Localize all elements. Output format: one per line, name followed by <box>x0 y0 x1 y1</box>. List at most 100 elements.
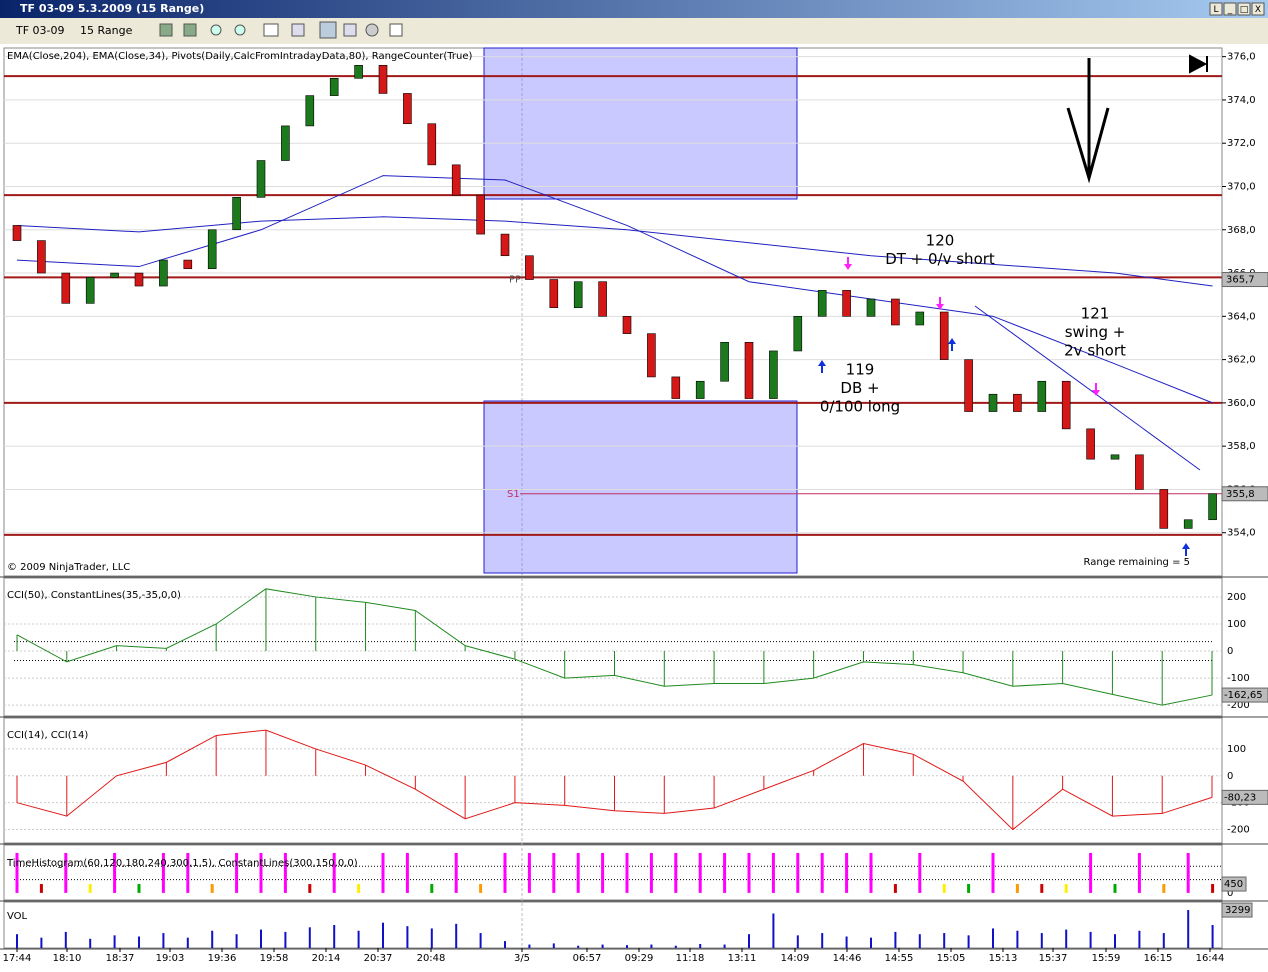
instrument-select[interactable]: TF 03-09 <box>15 24 65 37</box>
volume-bar <box>894 931 897 948</box>
volume-bar <box>16 934 18 948</box>
time-bar <box>308 884 312 893</box>
time-bar <box>64 852 68 893</box>
candle-body <box>1061 380 1071 430</box>
candle-body <box>329 77 339 96</box>
volume-bar <box>601 944 604 948</box>
y-tick-label: -100 <box>1227 673 1250 684</box>
candle-body <box>159 259 168 287</box>
annotation: 120 <box>926 232 955 250</box>
candle-body <box>573 281 583 308</box>
volume-bar <box>382 922 384 948</box>
time-bar <box>503 852 507 893</box>
x-tick-label: 15:59 <box>1092 953 1121 964</box>
price-tag <box>1221 272 1268 288</box>
y-tick-label: 370,0 <box>1227 181 1256 192</box>
indicator-title: CCI(14), CCI(14) <box>7 730 88 741</box>
ema-line <box>16 216 1213 287</box>
time-bar <box>1089 852 1093 893</box>
window-button[interactable] <box>1209 2 1223 16</box>
x-tick-label: 20:37 <box>364 953 393 964</box>
candle-body <box>671 376 681 399</box>
time-bar <box>820 852 824 893</box>
time-bar <box>601 852 605 893</box>
toolbar-icons[interactable] <box>159 21 403 39</box>
window-button[interactable] <box>1223 2 1237 16</box>
value-tag <box>1221 789 1268 805</box>
candle-body <box>134 272 144 287</box>
time-bar <box>405 852 409 893</box>
copyright: © 2009 NinjaTrader, LLC <box>7 562 130 573</box>
volume-bar <box>918 934 921 948</box>
time-bar <box>674 852 678 893</box>
candle-body <box>1086 428 1095 460</box>
time-bar <box>88 884 92 893</box>
volume-bar <box>211 930 214 948</box>
volume-bar <box>113 935 116 948</box>
volume-bar <box>943 933 946 948</box>
candle-body <box>305 95 315 127</box>
candle-body <box>647 333 656 378</box>
candle-body <box>817 290 827 317</box>
range-remaining: Range remaining = 5 <box>1084 557 1190 568</box>
volume-bar <box>89 938 92 948</box>
window-button[interactable] <box>1237 2 1251 16</box>
x-tick-label: 18:10 <box>53 953 82 964</box>
y-tick-label: 0 <box>1227 771 1233 782</box>
time-bar <box>991 852 995 893</box>
candle-body <box>622 316 632 334</box>
time-bar <box>454 852 458 893</box>
candle-body <box>500 233 510 257</box>
long-arrow <box>948 338 956 351</box>
volume-bar <box>528 944 531 948</box>
volume-bar <box>821 933 824 948</box>
title-bar <box>0 0 1268 18</box>
candle-body <box>110 272 119 278</box>
time-bar <box>137 884 141 893</box>
volume-bar <box>1089 931 1092 948</box>
candle-body <box>964 359 973 412</box>
time-bar <box>552 852 556 893</box>
candle-body <box>695 380 705 399</box>
window-button[interactable] <box>1251 2 1265 16</box>
pivot-label: S1 <box>507 489 520 500</box>
time-bar <box>113 852 117 893</box>
big-arrow <box>1066 58 1110 184</box>
volume-bar <box>357 930 360 948</box>
time-bar <box>576 852 580 893</box>
candle-body <box>378 65 388 94</box>
y-tick-label: 358,0 <box>1227 441 1256 452</box>
panel-frame <box>3 901 1223 949</box>
go-end-icon <box>1189 54 1208 74</box>
candle-body <box>720 341 729 382</box>
candle-body <box>232 197 241 231</box>
candle-body <box>525 255 534 280</box>
x-tick-label: 14:55 <box>885 953 914 964</box>
y-tick-label: 374,0 <box>1227 95 1256 106</box>
x-tick-label: 20:48 <box>417 953 446 964</box>
candle-body <box>403 93 412 125</box>
volume-bar <box>284 931 287 948</box>
volume-bar <box>1040 933 1043 948</box>
time-bar <box>259 852 263 893</box>
volume-bar <box>162 933 165 948</box>
candle-body <box>1208 493 1217 521</box>
long-arrow <box>818 360 826 373</box>
volume-bar <box>577 945 580 948</box>
annotation: 121 <box>1081 305 1110 323</box>
candle-body <box>1037 380 1047 412</box>
indicator-title: CCI(50), ConstantLines(35,-35,0,0) <box>7 590 181 601</box>
volume-bar <box>308 927 311 948</box>
time-bar <box>1162 884 1166 893</box>
x-tick-label: 06:57 <box>573 953 602 964</box>
y-tick-label: 0 <box>1227 888 1233 899</box>
price-tag-label: 365,7 <box>1226 275 1255 286</box>
candle-body <box>281 125 290 161</box>
candle-body <box>207 229 217 270</box>
x-tick-label: 15:13 <box>989 953 1018 964</box>
period-select[interactable]: 15 Range <box>80 24 133 37</box>
time-bar <box>1064 884 1068 893</box>
volume-bar <box>235 934 238 948</box>
